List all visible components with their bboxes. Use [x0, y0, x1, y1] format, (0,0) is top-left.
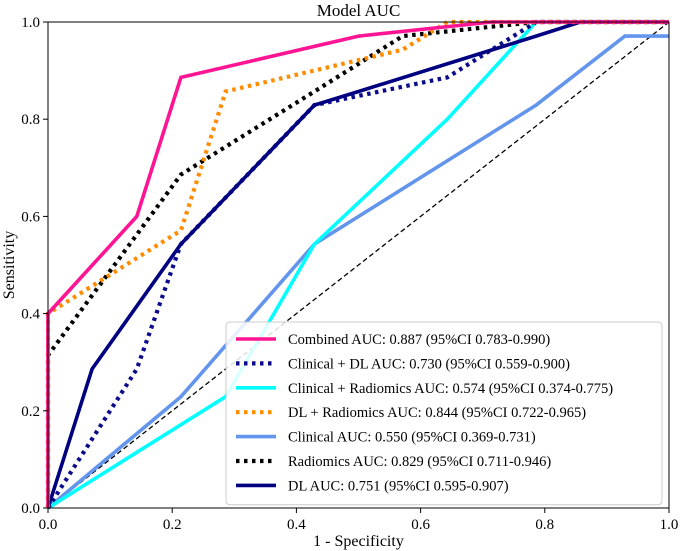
- chance-reference-line: [47, 21, 670, 509]
- y-tick-label: 0.6: [21, 209, 40, 225]
- y-tick-label: 0.2: [21, 404, 40, 420]
- x-tick-label: 0.0: [39, 517, 58, 533]
- plot-frame: [47, 21, 670, 509]
- x-tick-label: 0.2: [163, 517, 182, 533]
- legend-entry: Radiomics AUC: 0.829 (95%CI 0.711-0.946): [288, 454, 551, 470]
- legend-entry: DL + Radiomics AUC: 0.844 (95%CI 0.722-0…: [288, 405, 586, 421]
- y-tick-label: 0.4: [21, 307, 40, 323]
- x-tick-label: 0.8: [535, 517, 554, 533]
- series-line-clinical: [46, 34, 669, 510]
- legend-entry: Combined AUC: 0.887 (95%CI 0.783-0.990): [288, 332, 550, 348]
- x-tick-label: 0.4: [287, 517, 306, 533]
- legend-entry: Clinical AUC: 0.550 (95%CI 0.369-0.731): [288, 430, 536, 446]
- series-line-clinical-dl: [46, 19, 669, 510]
- y-tick-label: 1.0: [21, 15, 40, 31]
- y-tick-label: 0.8: [21, 112, 40, 128]
- y-axis-label: Sensitivity: [1, 231, 18, 299]
- chart-title: Model AUC: [317, 1, 401, 20]
- legend-entry: DL AUC: 0.751 (95%CI 0.595-0.907): [288, 478, 509, 494]
- legend-entry: Clinical + Radiomics AUC: 0.574 (95%CI 0…: [288, 381, 613, 397]
- x-tick-label: 0.6: [411, 517, 430, 533]
- y-tick-label: 0.0: [21, 501, 40, 517]
- x-tick-label: 1.0: [660, 517, 679, 533]
- series-line-dl: [46, 20, 669, 509]
- legend-entry: Clinical + DL AUC: 0.730 (95%CI 0.559-0.…: [288, 356, 570, 372]
- legend-box: [225, 321, 663, 506]
- x-axis-label: 1 - Specificity: [313, 533, 404, 550]
